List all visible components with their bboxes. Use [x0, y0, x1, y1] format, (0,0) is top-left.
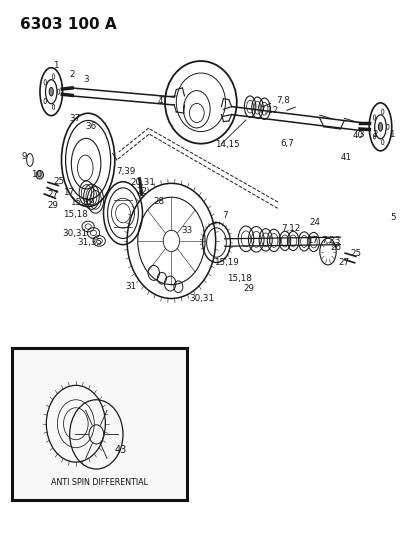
Text: 27: 27 [47, 190, 58, 198]
Text: 2: 2 [69, 70, 74, 79]
Text: 15,18: 15,18 [227, 274, 252, 282]
Text: 25: 25 [349, 249, 360, 257]
Text: 36: 36 [85, 123, 97, 131]
Text: 9: 9 [21, 152, 27, 161]
Ellipse shape [49, 87, 53, 96]
Text: 17: 17 [63, 189, 74, 197]
Text: 30,31: 30,31 [189, 294, 213, 303]
Text: 25: 25 [54, 177, 65, 185]
Text: 31,35: 31,35 [77, 238, 101, 247]
Text: 4: 4 [157, 97, 162, 106]
Text: 7: 7 [221, 212, 227, 220]
Text: ANTI SPIN DIFFERENTIAL: ANTI SPIN DIFFERENTIAL [51, 478, 148, 487]
Text: 3: 3 [358, 130, 364, 139]
Text: 10: 10 [31, 171, 43, 179]
Text: 24: 24 [309, 219, 319, 227]
Text: 37: 37 [69, 114, 80, 123]
Text: 6303 100 A: 6303 100 A [20, 17, 117, 32]
Text: 43: 43 [115, 446, 127, 455]
Text: 3: 3 [83, 76, 89, 84]
Bar [12, 348, 186, 500]
Text: 7,23: 7,23 [321, 237, 340, 245]
Text: 41: 41 [339, 153, 350, 161]
Text: 28: 28 [153, 197, 164, 206]
Text: 7,8: 7,8 [275, 96, 289, 104]
Text: 1: 1 [388, 130, 394, 139]
Text: 2: 2 [372, 130, 378, 139]
Ellipse shape [378, 123, 382, 131]
Text: 29: 29 [47, 201, 58, 209]
Text: 30,31: 30,31 [62, 229, 87, 238]
Text: 14,15: 14,15 [215, 141, 239, 149]
Text: 26: 26 [330, 244, 341, 252]
Text: 33: 33 [180, 226, 192, 235]
Text: 15,19: 15,19 [70, 198, 94, 207]
Text: 27: 27 [338, 258, 349, 266]
Text: 29: 29 [243, 285, 254, 293]
Text: 1: 1 [52, 61, 58, 69]
Text: 5: 5 [389, 213, 395, 222]
Text: 17: 17 [306, 237, 318, 245]
Text: 40: 40 [351, 132, 363, 140]
Ellipse shape [36, 171, 43, 179]
Text: 7,12: 7,12 [281, 224, 300, 232]
Text: 6,7: 6,7 [279, 140, 293, 148]
Text: 15,18: 15,18 [63, 210, 87, 219]
Text: 7,12: 7,12 [258, 107, 277, 115]
Text: 22: 22 [137, 188, 147, 196]
Text: 20,31: 20,31 [130, 178, 155, 187]
Text: 15,19: 15,19 [213, 259, 238, 267]
Text: 7,39: 7,39 [116, 167, 135, 176]
Text: 31: 31 [124, 282, 136, 291]
